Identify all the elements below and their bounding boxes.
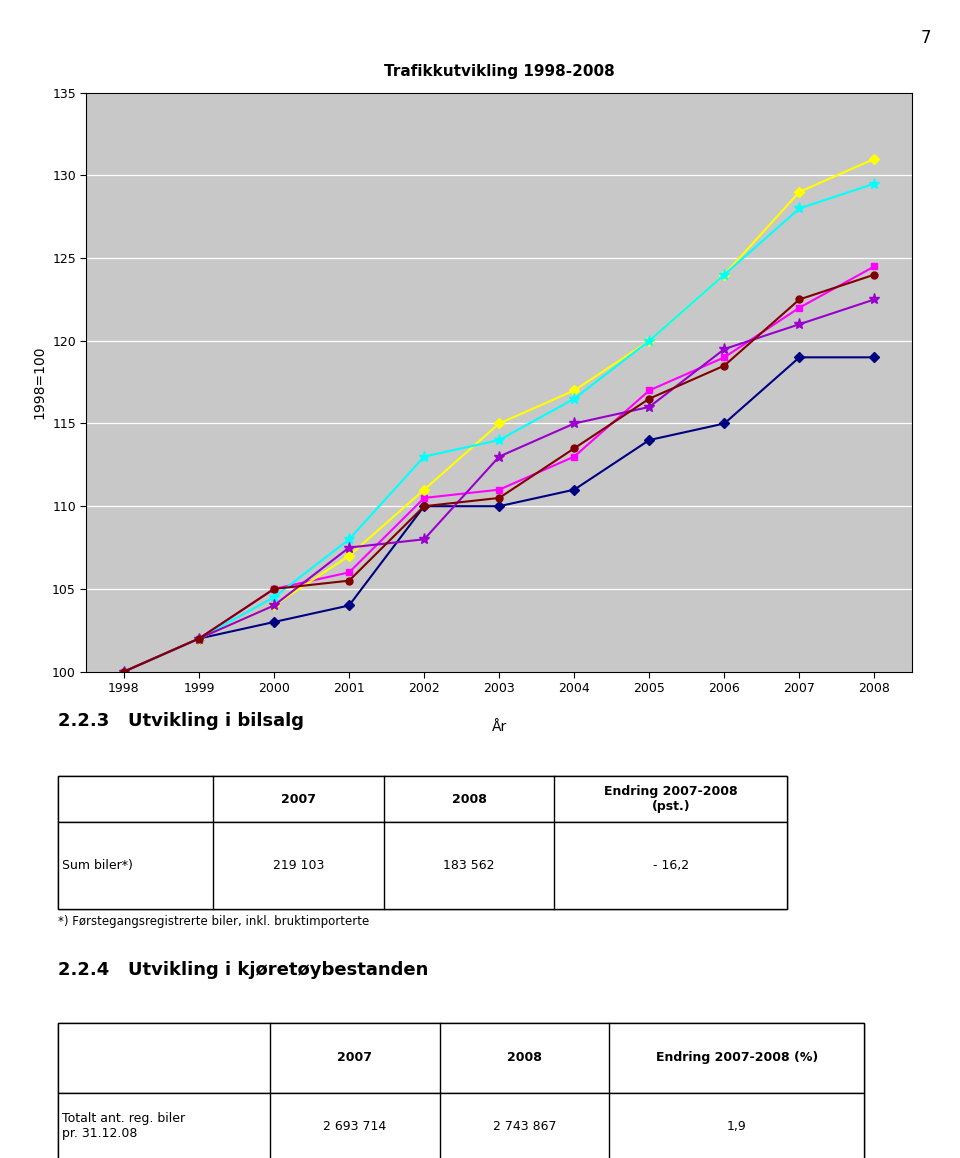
- Legend: Region Øst, Region Sør, Region Vest, Region Midt, Region Nord, Landet: Region Øst, Region Sør, Region Vest, Reg…: [221, 794, 646, 840]
- Text: 2008: 2008: [507, 1051, 541, 1064]
- Text: Endring 2007-2008
(pst.): Endring 2007-2008 (pst.): [604, 785, 737, 813]
- Text: 2.2.3   Utvikling i bilsalg: 2.2.3 Utvikling i bilsalg: [58, 712, 303, 731]
- Text: 2007: 2007: [280, 793, 316, 806]
- X-axis label: År: År: [492, 720, 507, 734]
- Text: 183 562: 183 562: [444, 859, 494, 872]
- Text: 7: 7: [921, 29, 931, 47]
- Text: 1,9: 1,9: [727, 1120, 747, 1133]
- Text: 2007: 2007: [337, 1051, 372, 1064]
- Text: Totalt ant. reg. biler
pr. 31.12.08: Totalt ant. reg. biler pr. 31.12.08: [62, 1113, 185, 1141]
- Text: 2008: 2008: [451, 793, 487, 806]
- Text: 2 693 714: 2 693 714: [324, 1120, 386, 1133]
- Text: - 16,2: - 16,2: [653, 859, 689, 872]
- Text: *) Førstegangsregistrerte biler, inkl. bruktimporterte: *) Førstegangsregistrerte biler, inkl. b…: [58, 915, 369, 928]
- Text: Sum biler*): Sum biler*): [62, 859, 133, 872]
- Text: Endring 2007-2008 (%): Endring 2007-2008 (%): [656, 1051, 818, 1064]
- Title: Trafikkutvikling 1998-2008: Trafikkutvikling 1998-2008: [384, 64, 614, 79]
- Y-axis label: 1998=100: 1998=100: [33, 345, 46, 419]
- Text: 2 743 867: 2 743 867: [492, 1120, 556, 1133]
- Text: 219 103: 219 103: [273, 859, 324, 872]
- Text: 2.2.4   Utvikling i kjøretøybestanden: 2.2.4 Utvikling i kjøretøybestanden: [58, 961, 428, 980]
